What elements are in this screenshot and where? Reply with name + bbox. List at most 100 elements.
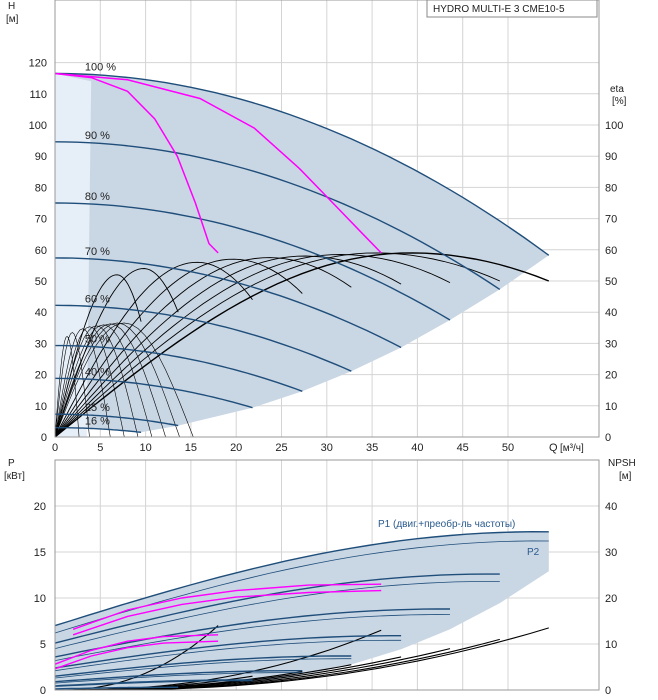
speed-percent-label: 25 %: [85, 402, 110, 414]
npsh-yunit: [м]: [619, 471, 632, 482]
qh-x-tick-label: 15: [185, 442, 197, 454]
power-curves: [54, 530, 549, 690]
qh-region-fill: [55, 73, 549, 437]
speed-percent-label: 16 %: [85, 416, 110, 428]
qh-eta-hump: [54, 332, 90, 438]
qh-xlabel-group: Q [м³/ч]: [549, 442, 584, 454]
qh-speed-curve: [55, 413, 179, 427]
qh-speed-curve: [54, 141, 501, 290]
chart-title: HYDRO MULTI-E 3 CME10-5: [433, 4, 565, 15]
qh-x-tick-label: 50: [502, 442, 514, 454]
qh-xlabel: Q: [549, 442, 558, 454]
qh-y2-tick-label: 20: [605, 370, 617, 382]
power-y-tick-label: 20: [34, 501, 46, 513]
qh-speed-curve: [55, 344, 303, 392]
qh-x-tick-label: 30: [321, 442, 333, 454]
power-yunit: [кВт]: [4, 471, 25, 482]
p2-curve: [54, 687, 179, 690]
qh-y-ticks: 0 10 20 30 40 50 60 70 80 90 100 110 120: [29, 58, 47, 444]
speed-percent-labels: 100 % 90 % 80 % 70 % 60 % 50 % 40 % 25 % 16 %: [85, 62, 116, 428]
qh-plot-frame: [54, 0, 600, 438]
qh-x-tick-label: 40: [411, 442, 423, 454]
p2-curve: [54, 581, 500, 649]
qh-magenta-curves: [54, 72, 382, 254]
qh-y-tick-label: 30: [35, 338, 47, 350]
qh-eta-curve: [54, 255, 402, 438]
power-plot-frame: [54, 459, 600, 691]
qh-speed-curve: [54, 202, 451, 321]
qh-y-tick-label: 90: [35, 151, 47, 163]
p2-series-label: P2: [527, 547, 540, 558]
speed-percent-label: 50 %: [85, 334, 110, 346]
qh-eta-hump: [54, 323, 166, 438]
qh-speed-curves: [54, 72, 550, 433]
power-magenta-curve: [54, 640, 219, 670]
qh-x-tick-label: 35: [366, 442, 378, 454]
p1-curve: [54, 530, 549, 627]
qh-x-tick-label: 5: [97, 442, 103, 454]
qh-eta-hump: [54, 324, 153, 438]
p1-curve: [54, 608, 450, 658]
npsh-y-tick-label: 0: [605, 685, 611, 697]
qh-y-tick-label: 100: [29, 120, 47, 132]
qh-eta-curve: [54, 254, 451, 438]
p2-curve: [54, 680, 253, 687]
p1-curve: [54, 635, 402, 669]
qh-eta-curve: [54, 252, 550, 438]
qh-y2-tick-label: 80: [605, 182, 617, 194]
qh-y-tick-label: 110: [29, 89, 47, 101]
speed-percent-label: 40 %: [85, 366, 110, 378]
power-y-tick-label: 0: [40, 685, 46, 697]
power-panel: 0 5 10 15 20 0 10 20 30 40 P [кВт] NPSH [м] P1 (…: [4, 458, 636, 697]
qh-y-tick-label: 50: [35, 276, 47, 288]
qh-y2-ticks: 0 10 20 30 40 50 60 70 80 90 100: [605, 120, 623, 444]
npsh-y-tick-label: 30: [605, 547, 617, 559]
p1-curve: [54, 670, 303, 683]
speed-percent-label: 100 %: [85, 62, 116, 74]
p1-curve: [54, 573, 500, 644]
qh-x-tick-label: 25: [275, 442, 287, 454]
qh-magenta-curve: [54, 72, 382, 254]
qh-eta-curve: [54, 261, 253, 438]
qh-y2-tick-label: 70: [605, 214, 617, 226]
power-y-tick-label: 5: [40, 639, 46, 651]
speed-percent-label: 80 %: [85, 191, 110, 203]
qh-y-tick-label: 120: [29, 58, 47, 70]
qh-eta-hump: [54, 322, 194, 438]
qh-y-tick-label: 70: [35, 214, 47, 226]
qh-y2-tick-label: 30: [605, 338, 617, 350]
p2-curve: [54, 658, 352, 679]
npsh-y-tick-label: 20: [605, 593, 617, 605]
qh-speed-curve: [54, 257, 402, 349]
qh-x-tick-label: 10: [139, 442, 151, 454]
power-y-tick-label: 15: [34, 547, 46, 559]
qh-y-tick-label: 0: [41, 432, 47, 444]
qh-eta-hump: [54, 322, 180, 438]
qh-eta-hump: [54, 326, 125, 438]
qh-x-tick-label: 0: [52, 442, 58, 454]
power-y-ticks: 0 5 10 15 20: [34, 501, 46, 697]
qh-y-tick-label: 10: [35, 401, 47, 413]
qh-ylabel: H: [8, 1, 15, 12]
qh-speed-curve: [54, 72, 550, 256]
qh-efficiency-curves: [54, 252, 550, 438]
power-magenta-curves: [54, 583, 382, 670]
qh-eta-hump: [54, 328, 111, 438]
power-magenta-curve: [54, 634, 219, 665]
npsh-y-tick-label: 10: [605, 639, 617, 651]
speed-percent-label: 90 %: [85, 130, 110, 142]
qh-y-tick-label: 40: [35, 307, 47, 319]
qh-y-tick-label: 60: [35, 245, 47, 257]
npsh-y-ticks: 0 10 20 30 40: [605, 501, 617, 697]
power-ylabel: P: [8, 458, 15, 469]
qh-y2-tick-label: 60: [605, 245, 617, 257]
qh-y2-tick-label: 50: [605, 276, 617, 288]
qh-eta-curve: [54, 268, 179, 438]
npsh-ylabel: NPSH: [608, 458, 636, 469]
qh-x-ticks: 0 5 10 15 20 25 30 35 40 45 50: [52, 442, 514, 454]
p2-curve: [54, 614, 451, 661]
qh-y-tick-label: 80: [35, 182, 47, 194]
qh-y2-tick-label: 0: [605, 432, 611, 444]
